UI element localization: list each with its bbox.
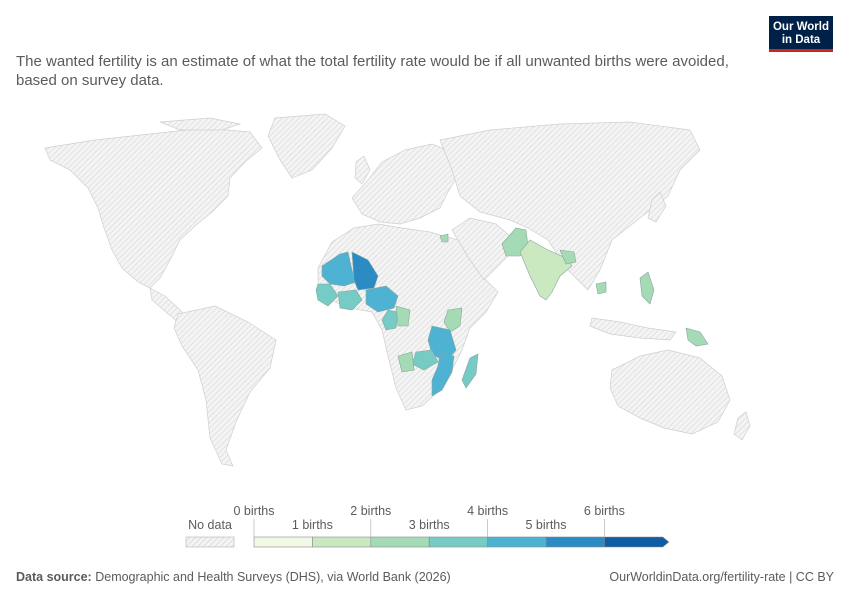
source-url[interactable]: OurWorldinData.org/fertility-rate | CC B… [609, 570, 834, 584]
country-madagascar [461, 353, 479, 389]
indonesia-landmass [589, 317, 677, 341]
legend-bin[interactable] [312, 536, 372, 548]
country-niger [351, 251, 379, 291]
europe-landmass [351, 143, 461, 225]
country-cambodia [595, 281, 607, 295]
country-angola [397, 351, 415, 373]
country-malawi-mozambique [431, 353, 455, 397]
legend-bin[interactable] [253, 536, 313, 548]
country-philippines [639, 271, 655, 305]
legend-no-data-label: No data [188, 518, 232, 532]
country-senegal-guinea [315, 283, 339, 307]
legend-bin[interactable] [428, 536, 488, 548]
country-egypt [439, 233, 449, 243]
uk-landmass [354, 155, 371, 185]
legend-top-labels: 0 births 2 births 4 births 6 births [234, 504, 625, 537]
country-burkina-ghana [337, 289, 363, 311]
country-kenya [443, 307, 463, 333]
legend-top-tick-label: 4 births [467, 504, 508, 518]
legend-color-scale[interactable] [253, 536, 670, 548]
australia-landmass [609, 349, 731, 435]
legend-no-data-swatch [185, 536, 235, 548]
japan-landmass [647, 191, 667, 223]
legend-bottom-tick-label: 3 births [409, 518, 450, 532]
legend-top-tick-label: 2 births [350, 504, 391, 518]
data-source-label: Data source: [16, 570, 92, 584]
legend-top-tick-label: 6 births [584, 504, 625, 518]
north-america-landmass [44, 127, 263, 289]
legend-bin[interactable] [604, 536, 670, 548]
logo-line-2: in Data [781, 34, 821, 46]
south-america-landmass [173, 305, 277, 467]
logo-line-1: Our World [772, 21, 829, 33]
legend-bottom-tick-label: 1 births [292, 518, 333, 532]
greenland-landmass [267, 113, 346, 179]
legend-bottom-labels: 1 births 3 births 5 births [292, 518, 567, 532]
world-map [44, 113, 751, 467]
legend-bin[interactable] [487, 536, 547, 548]
chart-subtitle: The wanted fertility is an estimate of w… [16, 53, 729, 89]
country-nigeria [365, 285, 399, 313]
country-papua-new-guinea [685, 327, 709, 347]
country-drc-region [395, 305, 411, 327]
legend-bin[interactable] [545, 536, 605, 548]
new-zealand-landmass [733, 411, 751, 441]
data-source: Data source: Demographic and Health Surv… [16, 570, 451, 584]
data-source-text[interactable]: Demographic and Health Surveys (DHS), vi… [95, 570, 451, 584]
legend-no-data[interactable]: No data [185, 518, 235, 548]
legend-top-tick-label: 0 births [234, 504, 275, 518]
owid-logo[interactable]: Our World in Data [769, 16, 833, 52]
map-legend: No data 0 births 2 births 4 births 6 births… [185, 504, 670, 548]
asia-landmass [439, 121, 701, 291]
legend-bin[interactable] [370, 536, 430, 548]
legend-bottom-tick-label: 5 births [526, 518, 567, 532]
country-india [519, 239, 573, 301]
arctic-islands [159, 117, 242, 131]
country-bangladesh-nepal [559, 249, 577, 265]
